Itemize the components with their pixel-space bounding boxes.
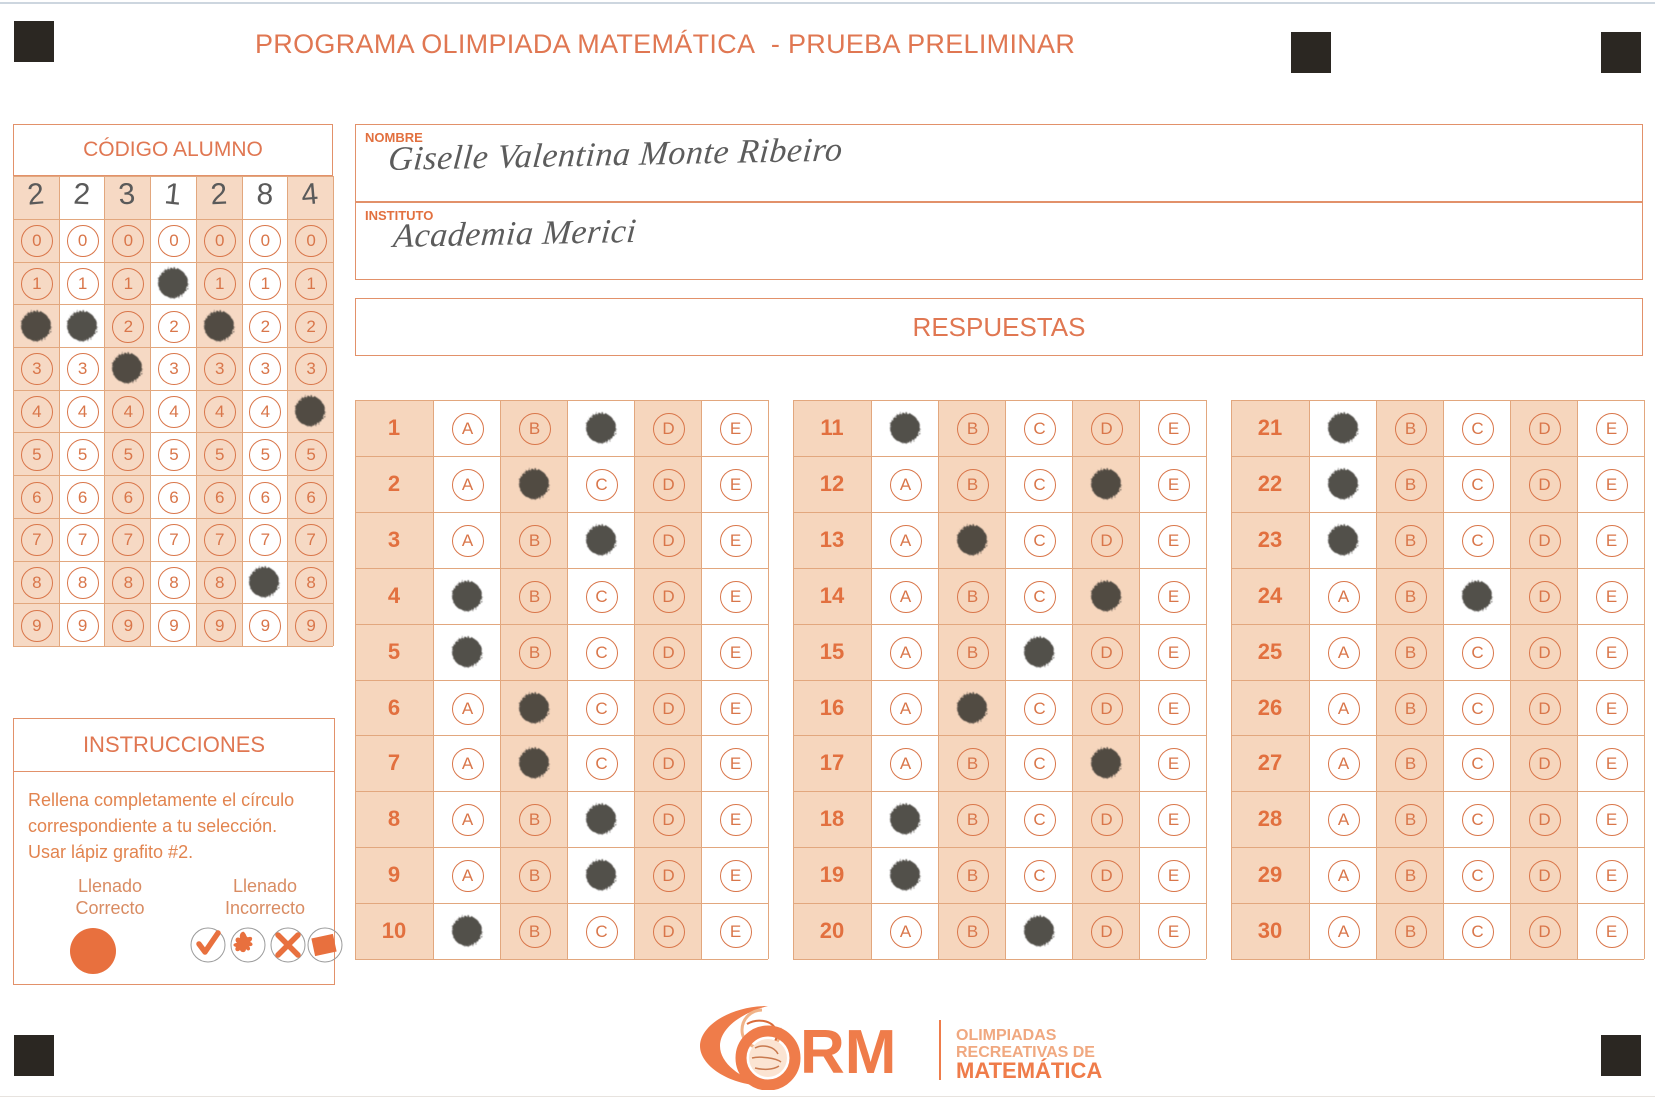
svg-text:RM: RM bbox=[800, 1018, 896, 1087]
svg-text:MATEMÁTICA: MATEMÁTICA bbox=[956, 1058, 1102, 1083]
svg-text:OLIMPIADAS: OLIMPIADAS bbox=[956, 1027, 1057, 1044]
